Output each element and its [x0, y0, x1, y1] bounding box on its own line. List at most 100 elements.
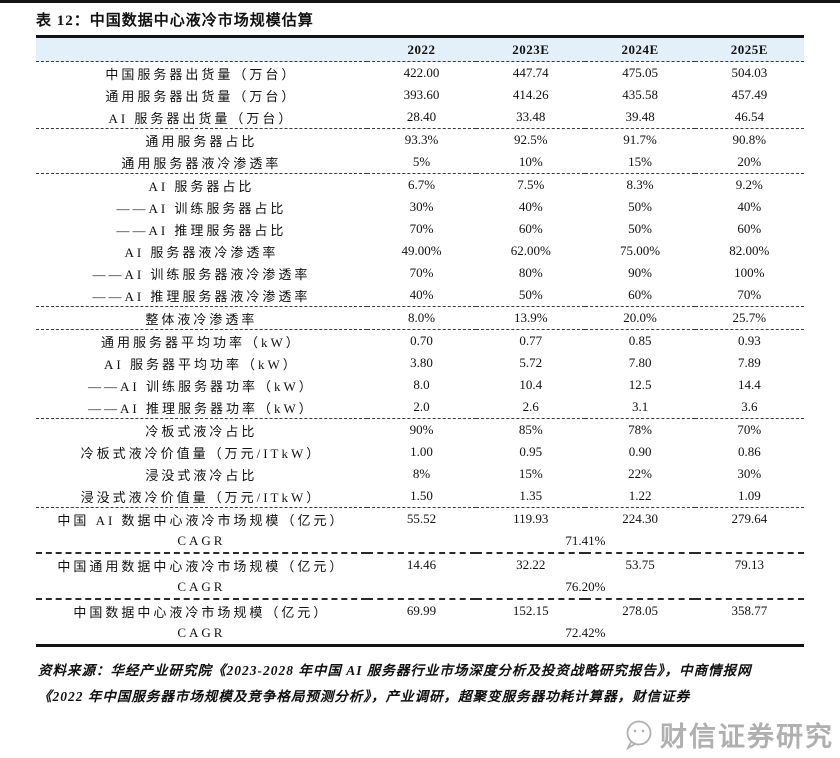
row-label: 整体液冷渗透率 [36, 306, 367, 330]
chat-bubble-icon [622, 718, 656, 752]
value-cell: 60% [518, 221, 543, 236]
value-cell: 90% [628, 265, 652, 280]
value-cell: 69.99 [366, 598, 477, 622]
value-cell: 1.09 [737, 488, 761, 503]
row-group: 中国服务器出货量（万台） 422.00 447.74 475.05 504.03 通用服务… [36, 61, 804, 129]
value-cell: 55.52 [366, 507, 477, 530]
value-cell: 30% [737, 466, 762, 481]
value-cell: 85% [476, 418, 586, 441]
value-cell: 279.64 [694, 507, 804, 530]
table-row: 中国通用数据中心液冷市场规模（亿元） 14.46 32.22 53.75 79.13 [36, 552, 804, 576]
value-cell: 0.93 [694, 329, 804, 352]
value-cell: 70% [409, 265, 434, 280]
value-cell: 60% [737, 221, 762, 236]
row-group: 冷板式液冷占比 90% 85% 78% 70% 冷板式液冷价值量（万元/ITkW） 1.00… [36, 418, 804, 508]
row-label: ——AI 推理服务器占比 [116, 222, 287, 238]
value-cell: 53.75 [585, 552, 695, 576]
value-cell: 93.3% [366, 128, 477, 151]
row-label: 通用服务器占比 [36, 128, 367, 151]
row-label: ——AI 推理服务器液冷渗透率 [92, 288, 311, 304]
value-cell: 7.89 [737, 355, 761, 370]
header-row: 2022 2023E 2024E 2025E [36, 36, 804, 62]
source-line-1: 资料来源：华经产业研究院《2023-2028 年中国 AI 服务器行业市场深度分… [38, 663, 752, 678]
value-cell: 0.85 [585, 329, 695, 352]
value-cell: 14.4 [737, 377, 761, 392]
value-cell: 278.05 [585, 598, 695, 622]
table-row: 冷板式液冷价值量（万元/ITkW） 1.00 0.95 0.90 0.86 [36, 441, 804, 463]
value-cell: 13.9% [476, 306, 586, 330]
table-row: ——AI 推理服务器占比 70% 60% 50% 60% [36, 218, 804, 240]
row-label: 中国 AI 数据中心液冷市场规模（亿元） [36, 507, 367, 530]
value-cell: 10% [518, 154, 543, 169]
watermark-text: 财信证券研究 [660, 722, 834, 752]
header-empty-cell [36, 36, 367, 62]
row-label: 浸没式液冷价值量（万元/ITkW） [80, 489, 323, 505]
row-label: 通用服务器平均功率（kW） [36, 329, 367, 352]
value-cell: 25.7% [694, 306, 804, 330]
value-cell: 2.6 [522, 399, 539, 414]
row-label: ——AI 训练服务器液冷渗透率 [92, 266, 311, 282]
value-cell: 15% [628, 154, 652, 169]
row-label: ——AI 训练服务器功率（kW） [88, 378, 315, 394]
value-cell: 3.80 [410, 355, 433, 370]
value-cell: 30% [409, 199, 434, 214]
table-title: 表 12：中国数据中心液冷市场规模估算 [36, 13, 314, 29]
table-row: AI 服务器平均功率（kW） 3.80 5.72 7.80 7.89 [36, 352, 804, 374]
row-label: CAGR [177, 533, 226, 548]
value-cell: 70% [694, 418, 804, 441]
value-cell: 1.00 [410, 444, 433, 459]
value-cell: 0.95 [519, 444, 543, 459]
value-cell: 78% [585, 418, 695, 441]
value-cell: 435.58 [622, 87, 658, 102]
value-cell: 14.46 [366, 552, 477, 576]
brand-watermark: 财信证券研究 [622, 715, 834, 754]
value-cell: 3.6 [741, 399, 758, 414]
value-cell: 79.13 [694, 552, 804, 576]
value-cell: 33.48 [516, 109, 546, 124]
row-group: 中国 AI 数据中心液冷市场规模（亿元） 55.52 119.93 224.30 279… [36, 507, 804, 554]
table-row: ——AI 训练服务器功率（kW） 8.0 10.4 12.5 14.4 [36, 374, 804, 396]
value-cell: 358.77 [694, 598, 804, 622]
value-cell: 50% [628, 199, 652, 214]
table-row: CAGR 76.20% [36, 576, 804, 599]
row-label: 中国数据中心液冷市场规模（亿元） [36, 598, 367, 622]
row-label: 通用服务器液冷渗透率 [121, 155, 282, 171]
table-row: ——AI 训练服务器占比 30% 40% 50% 40% [36, 196, 804, 218]
value-cell: 1.22 [628, 488, 652, 503]
value-cell: 6.7% [366, 173, 477, 196]
row-label: CAGR [177, 625, 226, 640]
value-cell: 90% [366, 418, 477, 441]
value-cell: 12.5 [628, 377, 652, 392]
market-size-table: 2022 2023E 2024E 2025E 中国服务器出货量（万台） 422.0… [36, 35, 804, 647]
value-cell: 457.49 [731, 87, 768, 102]
value-cell: 3.1 [631, 399, 649, 414]
table-row: AI 服务器占比 6.7% 7.5% 8.3% 9.2% [36, 173, 804, 196]
value-cell: 82.00% [729, 243, 770, 258]
value-cell: 75.00% [620, 243, 661, 258]
row-label: 通用服务器出货量（万台） [105, 88, 298, 104]
table-row: CAGR 72.42% [36, 622, 804, 646]
table-row: 冷板式液冷占比 90% 85% 78% 70% [36, 418, 804, 441]
value-cell: 8.0 [413, 377, 430, 392]
value-cell: 22% [628, 466, 652, 481]
row-group: 中国数据中心液冷市场规模（亿元） 69.99 152.15 278.05 358.77 C… [36, 598, 804, 646]
table-row: ——AI 推理服务器功率（kW） 2.0 2.6 3.1 3.6 [36, 396, 804, 419]
row-label: ——AI 推理服务器功率（kW） [88, 400, 315, 416]
value-cell: 119.93 [476, 507, 586, 530]
row-label: AI 服务器液冷渗透率 [124, 244, 279, 260]
value-cell: 50% [518, 287, 543, 302]
table-row: 通用服务器液冷渗透率 5% 10% 15% 20% [36, 151, 804, 174]
value-cell: 5% [412, 154, 431, 169]
row-label: 冷板式液冷价值量（万元/ITkW） [80, 445, 323, 461]
table-row: AI 服务器出货量（万台） 28.40 33.48 39.48 46.54 [36, 106, 804, 129]
value-cell: 0.77 [476, 329, 586, 352]
value-cell: 152.15 [476, 598, 586, 622]
header-year-2025e: 2025E [694, 36, 804, 62]
value-cell: 40% [518, 199, 543, 214]
cagr-value: 71.41% [565, 533, 606, 548]
value-cell: 8.0% [366, 306, 477, 330]
table-row: CAGR 71.41% [36, 530, 804, 553]
table-row: 通用服务器占比 93.3% 92.5% 91.7% 90.8% [36, 128, 804, 151]
value-cell: 1.50 [410, 488, 433, 503]
value-cell: 91.7% [585, 128, 695, 151]
